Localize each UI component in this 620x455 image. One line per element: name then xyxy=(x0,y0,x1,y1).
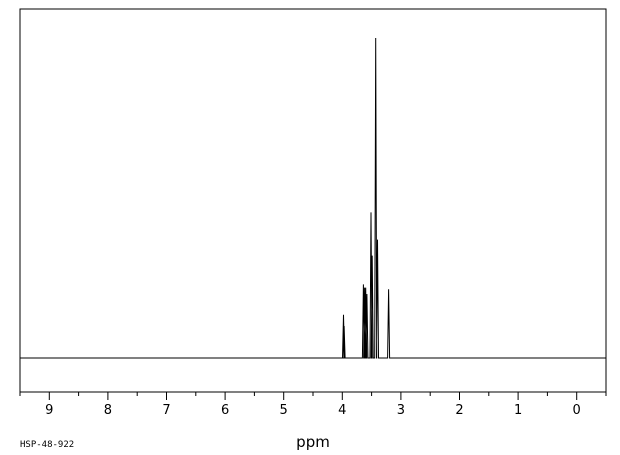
spectrum-id-label: HSP-48-922 xyxy=(20,440,74,450)
x-tick-label: 3 xyxy=(397,403,405,418)
x-tick-label: 0 xyxy=(573,403,581,418)
spectrum-trace xyxy=(20,37,606,359)
x-tick-label: 8 xyxy=(104,403,112,418)
x-tick-label: 2 xyxy=(455,403,463,418)
x-tick-label: 1 xyxy=(514,403,522,418)
x-tick-label: 5 xyxy=(280,403,288,418)
x-tick-label: 9 xyxy=(45,403,53,418)
plot-frame xyxy=(19,8,607,393)
x-axis-title: ppm xyxy=(296,433,330,451)
x-tick-label: 4 xyxy=(338,403,346,418)
x-axis: 9 8 7 6 5 4 3 2 1 0 xyxy=(19,392,607,418)
x-tick-label: 7 xyxy=(162,403,170,418)
x-tick-label: 6 xyxy=(221,403,229,418)
